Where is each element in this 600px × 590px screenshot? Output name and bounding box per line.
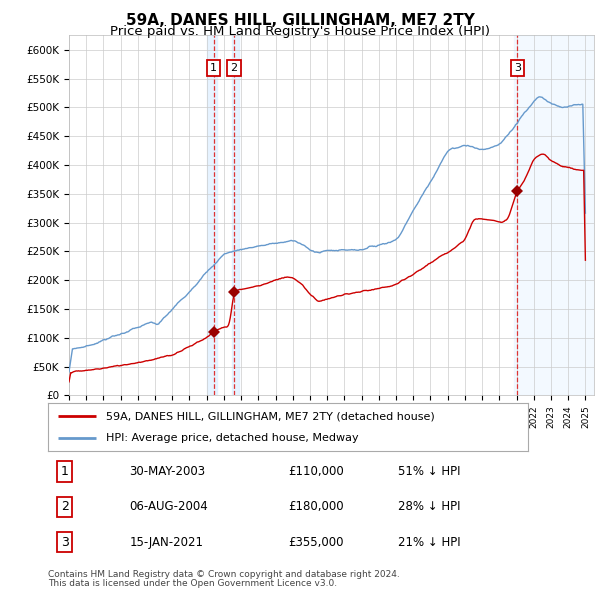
Text: £180,000: £180,000 xyxy=(288,500,344,513)
Text: 2: 2 xyxy=(61,500,69,513)
Text: 15-JAN-2021: 15-JAN-2021 xyxy=(130,536,203,549)
Bar xyxy=(232,35,239,395)
Text: 21% ↓ HPI: 21% ↓ HPI xyxy=(398,536,461,549)
Text: This data is licensed under the Open Government Licence v3.0.: This data is licensed under the Open Gov… xyxy=(48,579,337,588)
Text: 51% ↓ HPI: 51% ↓ HPI xyxy=(398,465,461,478)
Text: Contains HM Land Registry data © Crown copyright and database right 2024.: Contains HM Land Registry data © Crown c… xyxy=(48,570,400,579)
Bar xyxy=(207,35,217,395)
Text: 06-AUG-2004: 06-AUG-2004 xyxy=(130,500,208,513)
Text: HPI: Average price, detached house, Medway: HPI: Average price, detached house, Medw… xyxy=(106,433,358,443)
Text: 3: 3 xyxy=(514,63,521,73)
Text: 2: 2 xyxy=(230,63,238,73)
Text: £355,000: £355,000 xyxy=(288,536,343,549)
Text: £110,000: £110,000 xyxy=(288,465,344,478)
Text: 59A, DANES HILL, GILLINGHAM, ME7 2TY: 59A, DANES HILL, GILLINGHAM, ME7 2TY xyxy=(125,13,475,28)
Bar xyxy=(514,35,594,395)
Text: 1: 1 xyxy=(210,63,217,73)
Text: 28% ↓ HPI: 28% ↓ HPI xyxy=(398,500,461,513)
Text: 30-MAY-2003: 30-MAY-2003 xyxy=(130,465,206,478)
Text: Price paid vs. HM Land Registry's House Price Index (HPI): Price paid vs. HM Land Registry's House … xyxy=(110,25,490,38)
Text: 1: 1 xyxy=(61,465,69,478)
Text: 59A, DANES HILL, GILLINGHAM, ME7 2TY (detached house): 59A, DANES HILL, GILLINGHAM, ME7 2TY (de… xyxy=(106,411,434,421)
Text: 3: 3 xyxy=(61,536,69,549)
